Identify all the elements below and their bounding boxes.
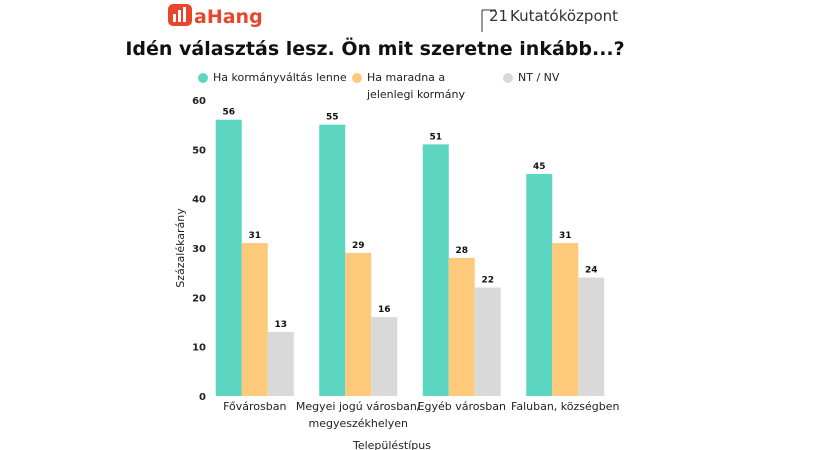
value-label: 16 <box>378 305 391 315</box>
y-tick-label: 20 <box>192 293 206 304</box>
x-tick-label: Egyéb városban <box>417 400 506 413</box>
x-tick-label: Faluban, községben <box>511 400 620 413</box>
value-label: 31 <box>248 231 261 241</box>
value-label: 45 <box>533 162 546 172</box>
brand-name: Kutatóközpont <box>510 7 618 25</box>
y-tick-label: 60 <box>192 96 206 107</box>
brand-frame <box>481 9 496 32</box>
legend-marker <box>352 73 362 83</box>
logo-bar <box>178 10 181 22</box>
x-tick-label: Megyei jogú városban/ megyeszékhelyen <box>295 400 421 430</box>
bar <box>474 287 501 396</box>
value-label: 22 <box>481 275 494 285</box>
legend-marker <box>198 73 208 83</box>
value-label: 24 <box>585 266 598 276</box>
bar <box>371 317 398 396</box>
y-tick-label: 40 <box>192 195 206 206</box>
x-tick-label: Fővárosban <box>223 400 287 413</box>
bar <box>345 252 372 396</box>
bar <box>241 243 268 396</box>
y-tick-label: 50 <box>192 145 206 156</box>
value-label: 31 <box>559 231 572 241</box>
value-label: 29 <box>352 241 365 251</box>
legend-label: Ha kormányváltás lenne <box>213 71 347 84</box>
brand-number: 21 <box>489 7 508 25</box>
legend-label: Ha maradna a jelenlegi kormány <box>367 71 465 101</box>
y-tick-label: 0 <box>199 392 206 403</box>
logo-bar <box>183 7 186 22</box>
bar <box>552 243 579 396</box>
logo-text: aHang <box>194 6 263 28</box>
bar <box>422 144 449 396</box>
value-label: 28 <box>455 246 468 256</box>
bar <box>448 257 475 396</box>
logo-bar <box>173 14 176 22</box>
bar <box>526 174 553 396</box>
value-label: 56 <box>222 108 235 118</box>
bar <box>578 277 605 396</box>
y-tick-label: 30 <box>192 244 206 255</box>
value-label: 51 <box>429 132 442 142</box>
y-tick-label: 10 <box>192 343 206 354</box>
bar <box>319 124 346 397</box>
value-label: 55 <box>326 113 339 123</box>
y-axis-title: Százalékarány <box>174 208 187 288</box>
value-label: 13 <box>274 320 287 330</box>
bar <box>267 331 294 396</box>
x-axis-title: Településtípus <box>352 439 431 450</box>
legend-marker <box>503 73 513 83</box>
bar <box>215 119 242 396</box>
chart-title: Idén választás lesz. Ön mit szeretne ink… <box>125 36 624 60</box>
legend-label: NT / NV <box>518 71 560 84</box>
